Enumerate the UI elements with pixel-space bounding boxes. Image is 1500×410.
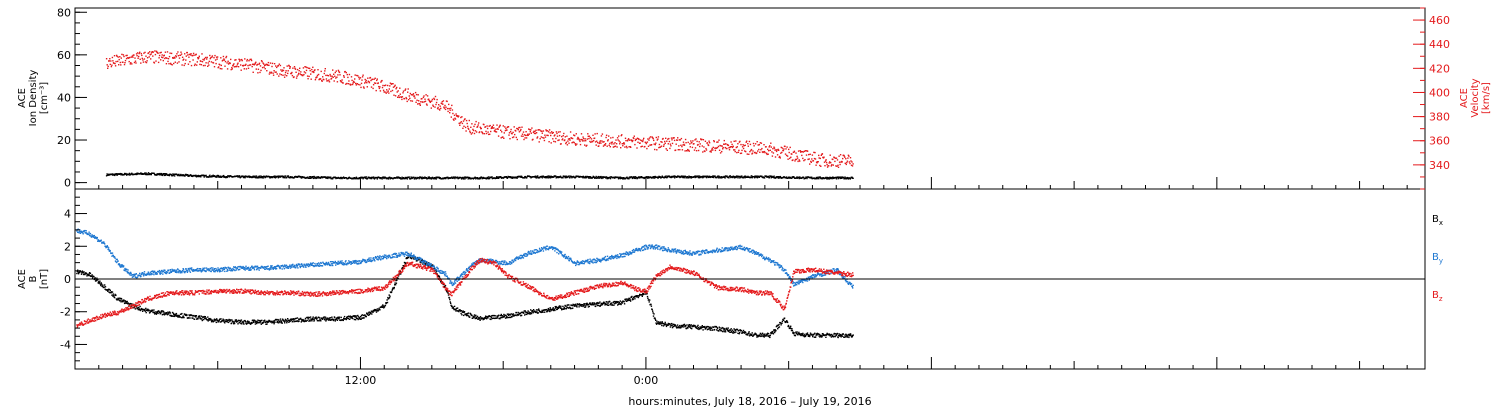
density-tick-label: 20 xyxy=(57,134,71,147)
legend-by: By xyxy=(1432,252,1443,265)
velocity-tick-label: 360 xyxy=(1429,135,1450,148)
density-axis-title-line: Ion Density xyxy=(28,70,39,127)
density-tick-label: 40 xyxy=(57,91,71,104)
density-axis-title: ACE Ion Density [cm⁻³] xyxy=(17,70,50,127)
x-axis-label: hours:minutes, July 18, 2016 – July 19, … xyxy=(628,395,871,408)
velocity-tick-label: 460 xyxy=(1429,14,1450,27)
velocity-tick-label: 340 xyxy=(1429,159,1450,172)
b-tick-label: -4 xyxy=(60,338,71,351)
x-tick-label: 12:00 xyxy=(345,374,377,387)
velocity-axis-title: ACE Velocity [km/s] xyxy=(1459,78,1492,117)
bz-points xyxy=(76,257,854,328)
data-points xyxy=(76,50,854,339)
velocity-axis-title-line: Velocity xyxy=(1470,78,1481,117)
plot-frames xyxy=(74,7,1426,370)
density-tick-label: 60 xyxy=(57,49,71,62)
b-tick-label: -2 xyxy=(60,306,71,319)
top-panel-frame xyxy=(74,7,1426,190)
velocity-axis-title-line: ACE xyxy=(1459,88,1470,108)
velocity-tick-label: 420 xyxy=(1429,62,1450,75)
velocity-tick-label: 400 xyxy=(1429,86,1450,99)
axis-labels: 12:00 0:00020406080340360380400420440460-… xyxy=(17,6,1492,387)
density-tick-label: 80 xyxy=(57,6,71,19)
density-axis-title-line: [cm⁻³] xyxy=(39,82,50,114)
bx-points xyxy=(76,252,854,339)
b-axis-title-line: ACE xyxy=(17,269,28,289)
b-axis-title-line: [nT] xyxy=(39,269,50,289)
axis-ticks xyxy=(74,7,1425,370)
velocity-tick-label: 380 xyxy=(1429,111,1450,124)
density-axis-title-line: ACE xyxy=(17,88,28,108)
velocity-axis-title-line: [km/s] xyxy=(1481,82,1492,114)
legend-bz: Bz xyxy=(1432,290,1443,303)
b-axis-title-line: B xyxy=(28,275,39,282)
density-tick-label: 0 xyxy=(64,177,71,190)
velocity-points xyxy=(105,50,854,168)
legend-bx: Bx xyxy=(1432,214,1443,227)
velocity-tick-label: 440 xyxy=(1429,38,1450,51)
by-points xyxy=(76,228,854,289)
density-points xyxy=(105,172,854,180)
b-axis-title: ACE B [nT] xyxy=(17,269,50,289)
b-tick-label: 4 xyxy=(64,208,71,221)
x-tick-label: 0:00 xyxy=(634,374,659,387)
b-tick-label: 0 xyxy=(64,273,71,286)
b-tick-label: 2 xyxy=(64,240,71,253)
